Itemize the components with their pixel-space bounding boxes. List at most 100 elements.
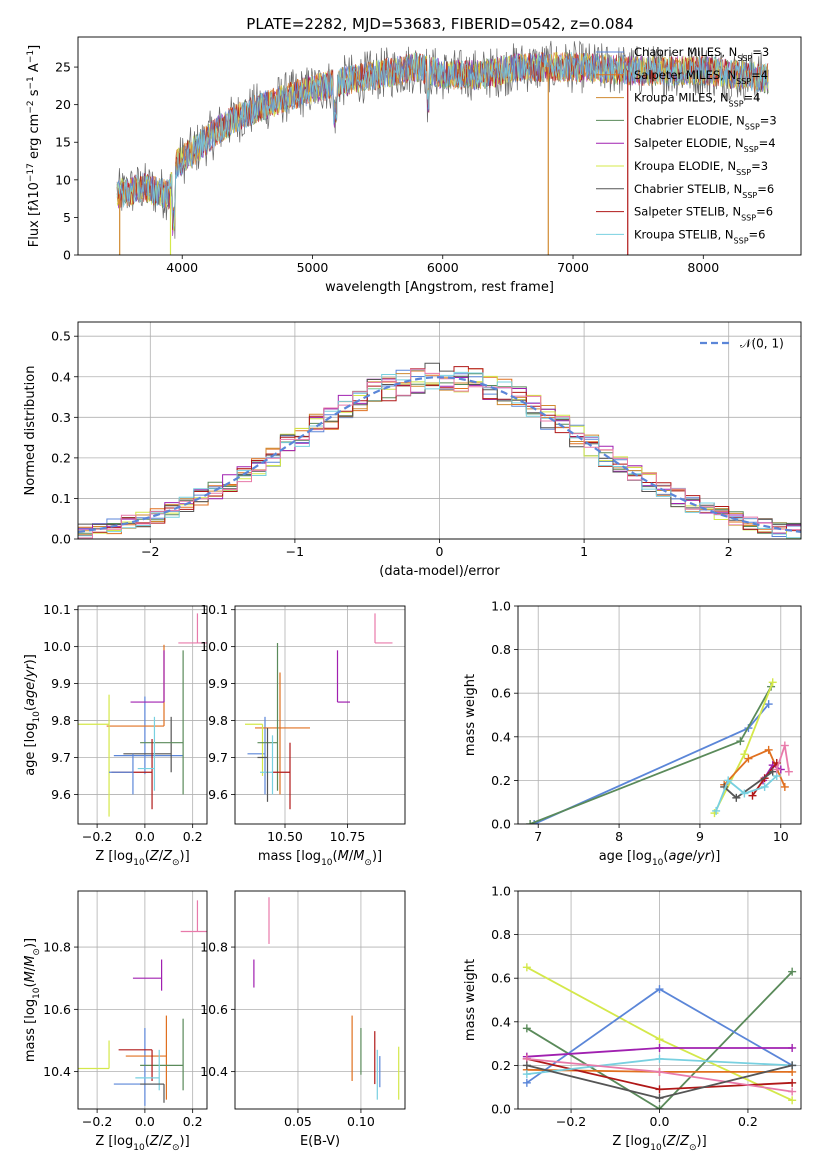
y-tick-label: 0.2 bbox=[491, 773, 511, 788]
x-tick-label: 10.50 bbox=[267, 829, 303, 844]
plot-area bbox=[245, 613, 393, 810]
legend-suffix: =4 bbox=[751, 68, 768, 82]
y-tick-label: 0.8 bbox=[491, 927, 511, 942]
x-tick-label: 0.05 bbox=[284, 1114, 312, 1129]
y-tick-label: 10.1 bbox=[200, 602, 228, 617]
legend-entry: Salpeter ELODIE, NSSP=4 bbox=[634, 136, 776, 154]
figure-title: PLATE=2282, MJD=53683, FIBERID=0542, z=0… bbox=[246, 15, 633, 33]
y-tick-label: 0.1 bbox=[51, 491, 71, 506]
legend-subscript: SSP bbox=[741, 213, 756, 222]
y-tick-label: 0.6 bbox=[491, 686, 511, 701]
grid bbox=[78, 891, 207, 1109]
legend-entry: Kroupa ELODIE, NSSP=3 bbox=[634, 159, 768, 177]
legend-suffix: =3 bbox=[752, 45, 769, 59]
legend-subscript: SSP bbox=[736, 168, 751, 177]
y-tick-label: 25 bbox=[55, 60, 71, 75]
plot-area bbox=[116, 40, 769, 255]
y-tick-label: 9.7 bbox=[51, 750, 71, 765]
y-tick-label: 10.8 bbox=[43, 940, 71, 955]
panel-massweight-vs-age: 7 8 9 10 0.0 0.2 0.4 0.6 0.8 1.0 age [log10(age/yr… bbox=[463, 599, 802, 868]
y-tick-label: 0.8 bbox=[491, 642, 511, 657]
x-axis-label: Z [log10(Z/Z⊙)] bbox=[95, 1134, 189, 1153]
x-tick-label: 6000 bbox=[427, 260, 459, 275]
legend-suffix: =4 bbox=[744, 91, 761, 105]
y-axis-label: Flux [fλ10−17 erg cm−2 s−1 A−1] bbox=[26, 45, 42, 247]
axes-frame bbox=[517, 605, 802, 825]
axes: −0.2 0.0 0.2 9.6 9.7 9.8 9.9 10.0 10.1 Z [log10(Z… bbox=[23, 602, 208, 868]
x-axis-label: (data-model)/error bbox=[379, 564, 500, 579]
legend-suffix: =6 bbox=[757, 182, 774, 196]
x-tick-label: 5000 bbox=[297, 260, 329, 275]
legend-suffix: =6 bbox=[749, 227, 766, 241]
x-tick-label: 10.75 bbox=[330, 829, 366, 844]
y-tick-label: 0.6 bbox=[491, 971, 511, 986]
legend-suffix: =3 bbox=[760, 113, 777, 127]
x-tick-label: 7 bbox=[534, 829, 542, 844]
y-tick-label: 10.1 bbox=[43, 602, 71, 617]
x-axis-label: E(B-V) bbox=[300, 1134, 340, 1149]
y-tick-label: 1.0 bbox=[491, 599, 511, 614]
y-tick-label: 10.4 bbox=[200, 1064, 228, 1079]
legend-suffix: =3 bbox=[751, 159, 768, 173]
y-tick-label: 0.2 bbox=[51, 450, 71, 465]
x-tick-label: −0.2 bbox=[82, 1114, 112, 1129]
legend-subscript: SSP bbox=[745, 122, 760, 131]
panel-age-vs-mass: 10.50 10.75 9.6 9.7 9.8 9.9 10.0 10.1 mass [log1… bbox=[200, 602, 406, 868]
x-tick-label: −1 bbox=[286, 544, 304, 559]
y-tick-label: 10.0 bbox=[200, 639, 228, 654]
y-tick-label: 10.8 bbox=[200, 940, 228, 955]
plot-area bbox=[253, 897, 400, 1100]
legend-subscript: SSP bbox=[737, 54, 752, 63]
x-tick-label: −2 bbox=[141, 544, 159, 559]
x-tick-label: −0.2 bbox=[82, 829, 112, 844]
grid bbox=[78, 606, 207, 824]
panel-mass-vs-EBV: 0.05 0.10 10.4 10.6 10.8 E(B-V) bbox=[200, 890, 406, 1149]
legend-entry: Chabrier STELIB, NSSP=6 bbox=[634, 182, 774, 200]
y-tick-label: 10.0 bbox=[43, 639, 71, 654]
y-tick-label: 9.6 bbox=[51, 787, 71, 802]
y-tick-label: 9.6 bbox=[208, 787, 228, 802]
x-axis-label: age [log10(age/yr)] bbox=[599, 849, 721, 868]
axes: 0.05 0.10 10.4 10.6 10.8 E(B-V) bbox=[200, 890, 406, 1149]
x-tick-label: 0.2 bbox=[738, 1114, 758, 1129]
x-tick-label: 0.2 bbox=[183, 1114, 203, 1129]
x-tick-label: 0.0 bbox=[650, 1114, 670, 1129]
x-axis-label: wavelength [Angstrom, rest frame] bbox=[325, 280, 554, 295]
grid bbox=[518, 890, 801, 1110]
x-tick-label: 7000 bbox=[557, 260, 589, 275]
grid bbox=[235, 606, 405, 824]
x-tick-label: 0.10 bbox=[347, 1114, 375, 1129]
series-line bbox=[533, 703, 770, 824]
y-tick-label: 20 bbox=[55, 97, 71, 112]
y-tick-label: 0 bbox=[63, 248, 71, 263]
y-tick-label: 0.4 bbox=[491, 729, 511, 744]
series-line bbox=[723, 748, 786, 788]
y-tick-label: 9.8 bbox=[208, 713, 228, 728]
y-tick-label: 0.0 bbox=[51, 532, 71, 547]
x-tick-label: 10 bbox=[773, 829, 789, 844]
axes: 7 8 9 10 0.0 0.2 0.4 0.6 0.8 1.0 age [log10(age/yr… bbox=[463, 599, 802, 868]
y-axis-label: age [log10(age/yr)] bbox=[23, 654, 42, 776]
plot-area bbox=[78, 613, 207, 817]
x-axis-label: Z [log10(Z/Z⊙)] bbox=[612, 1134, 706, 1153]
axes: −0.2 0.0 0.2 0.0 0.2 0.4 0.6 0.8 1.0 Z [log10(Z/Z… bbox=[463, 884, 802, 1153]
panel-residuals: −2 −1 0 1 2 0.0 0.1 0.2 0.3 0.4 0.5 (data-model)/er… bbox=[23, 321, 802, 579]
y-tick-label: 0.2 bbox=[491, 1058, 511, 1073]
legend-subscript: SSP bbox=[734, 236, 749, 245]
series-line bbox=[526, 971, 793, 1109]
legend-suffix: =4 bbox=[759, 136, 776, 150]
axes-frame bbox=[77, 36, 802, 256]
y-tick-label: 0.0 bbox=[491, 817, 511, 832]
y-tick-label: 10.4 bbox=[43, 1064, 71, 1079]
axes: −0.2 0.0 0.2 10.4 10.6 10.8 Z [log10(Z/Z⊙)] mas… bbox=[23, 890, 208, 1153]
axes-frame bbox=[77, 605, 208, 825]
legend: 𝒩(0, 1) bbox=[700, 337, 784, 351]
legend-entry: Kroupa STELIB, NSSP=6 bbox=[634, 227, 765, 245]
plot-area bbox=[522, 963, 797, 1109]
series-line bbox=[529, 686, 772, 824]
x-tick-label: 0.0 bbox=[135, 1114, 155, 1129]
spectrum-line-chabrier_miles bbox=[116, 51, 769, 219]
x-axis-label: Z [log10(Z/Z⊙)] bbox=[95, 849, 189, 868]
x-tick-label: 0.2 bbox=[183, 829, 203, 844]
